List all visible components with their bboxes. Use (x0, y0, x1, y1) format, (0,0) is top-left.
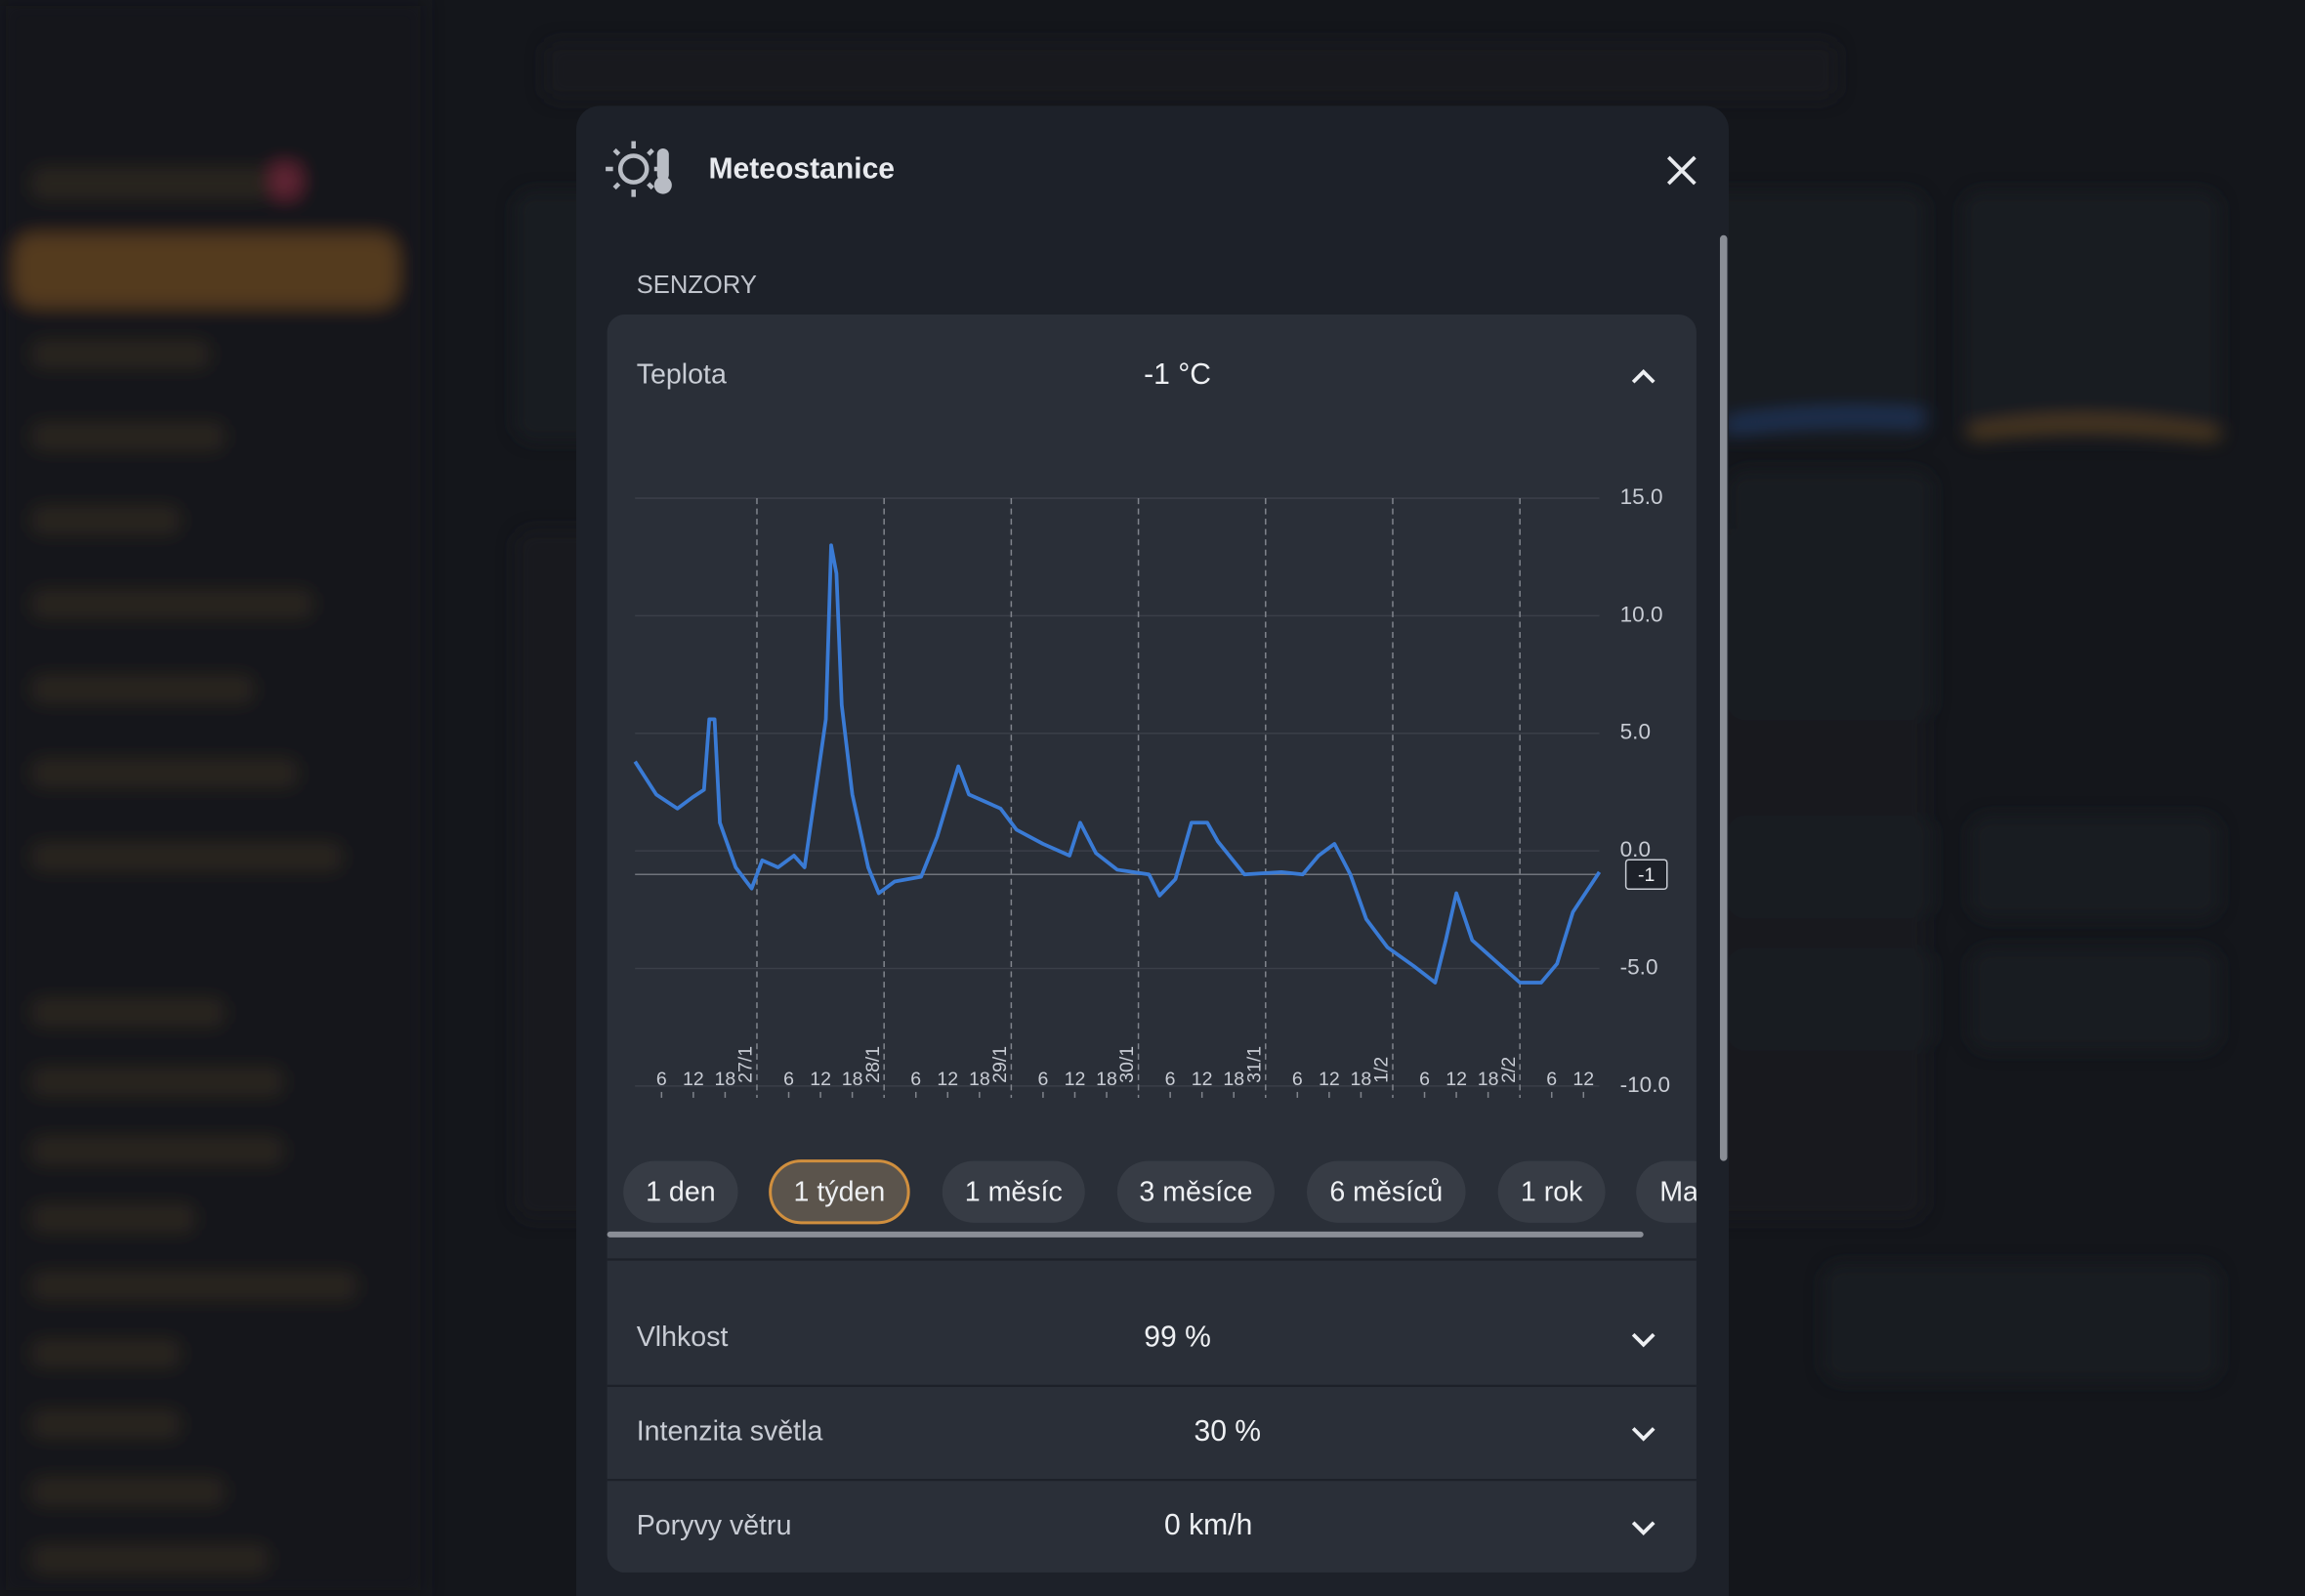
x-tick-label: 18 (842, 1069, 863, 1090)
x-tick-label: 6 (910, 1069, 921, 1090)
expand-chevron[interactable] (1631, 1332, 1655, 1348)
x-tick-label: 12 (1192, 1069, 1213, 1090)
x-tick-label: 30/1 (1116, 1046, 1138, 1083)
y-tick-label: 10.0 (1620, 602, 1663, 626)
x-tick-label: 18 (1223, 1069, 1244, 1090)
close-button[interactable] (1666, 155, 1697, 186)
range-label[interactable]: 1 rok (1521, 1176, 1583, 1207)
y-tick-label: 5.0 (1620, 720, 1651, 744)
sensor-value: -1 °C (1144, 358, 1211, 391)
x-tick-label: 12 (810, 1069, 831, 1090)
y-tick-label: 0.0 (1620, 837, 1651, 861)
range-scrollbar (607, 1231, 1644, 1238)
range-label[interactable]: 1 měsíc (965, 1176, 1063, 1207)
range-button[interactable] (769, 1159, 910, 1225)
range-button[interactable] (1307, 1160, 1466, 1223)
x-tick-label: 18 (715, 1069, 736, 1090)
range-label[interactable]: Ma (1659, 1176, 1698, 1207)
x-tick-label: 6 (1037, 1069, 1048, 1090)
x-tick-label: 18 (1478, 1069, 1499, 1090)
range-label[interactable]: 1 den (646, 1176, 716, 1207)
x-tick-label: 12 (1065, 1069, 1086, 1090)
sensor-card (607, 314, 1697, 1573)
y-tick-label: -5.0 (1620, 955, 1658, 980)
range-selector: 1 den 1 týden 1 měsíc 3 měsíce 6 měsíců 1 rok… (623, 1159, 1724, 1225)
x-tick-label: 12 (683, 1069, 704, 1090)
x-tick-label: 6 (1165, 1069, 1176, 1090)
x-tick-label: 18 (1096, 1069, 1117, 1090)
x-tick-label: 6 (783, 1069, 794, 1090)
x-tick-label: 27/1 (735, 1046, 757, 1083)
x-tick-label: 18 (969, 1069, 990, 1090)
x-tick-label: 12 (1446, 1069, 1467, 1090)
range-label[interactable]: 1 týden (794, 1176, 886, 1207)
sensor-list: Teplota -1 °C Vlhkost 99 % Intenzita světla 3… (607, 358, 1697, 1541)
current-value-box (1624, 859, 1668, 891)
x-tick-label: 12 (1319, 1069, 1340, 1090)
x-tick-label: 2/2 (1498, 1057, 1520, 1083)
expand-chevron[interactable] (1631, 1427, 1655, 1442)
y-tick-label: -10.0 (1620, 1072, 1670, 1097)
x-tick-label: 6 (1546, 1069, 1557, 1090)
range-button[interactable] (1116, 1160, 1275, 1223)
x-tick-label: 18 (1351, 1069, 1372, 1090)
sensor-name: Poryvy větru (637, 1510, 792, 1541)
temperature-line (633, 543, 1602, 985)
range-label[interactable]: 6 měsíců (1329, 1176, 1443, 1207)
chart: 15.010.05.00.0-5.0-10.06 12 18 27/1 6 12 18 28/… (633, 484, 1670, 1098)
x-tick-label: 28/1 (862, 1046, 884, 1083)
x-tick-label: 6 (1419, 1069, 1430, 1090)
range-button[interactable] (942, 1160, 1085, 1223)
expand-chevron[interactable] (1631, 1521, 1655, 1535)
range-label[interactable]: 3 měsíce (1139, 1176, 1252, 1207)
y-tick-label: 15.0 (1620, 484, 1663, 509)
sensor-value: 0 km/h (1164, 1509, 1252, 1541)
sensor-value: 99 % (1144, 1322, 1211, 1354)
range-button[interactable] (1497, 1160, 1606, 1223)
dialog-icon (606, 141, 672, 197)
collapse-chevron[interactable] (1631, 369, 1655, 384)
dialog-title: Meteostanice (708, 152, 895, 185)
section-label: SENZORY (637, 272, 757, 299)
x-tick-label: 6 (1292, 1069, 1303, 1090)
sensor-name: Vlhkost (637, 1322, 729, 1353)
current-value-label: -1 (1638, 864, 1655, 886)
x-tick-label: 31/1 (1243, 1046, 1265, 1083)
sensor-name: Teplota (637, 359, 727, 391)
range-button[interactable] (623, 1160, 738, 1223)
x-tick-label: 12 (1572, 1069, 1594, 1090)
x-tick-label: 12 (937, 1069, 958, 1090)
sensor-name: Intenzita světla (637, 1416, 823, 1448)
sensor-value: 30 % (1194, 1415, 1261, 1448)
x-tick-label: 1/2 (1371, 1057, 1393, 1083)
x-tick-label: 29/1 (989, 1046, 1011, 1083)
range-button[interactable] (1636, 1160, 1724, 1223)
scrollbar (1719, 234, 1728, 1161)
x-tick-label: 6 (656, 1069, 667, 1090)
